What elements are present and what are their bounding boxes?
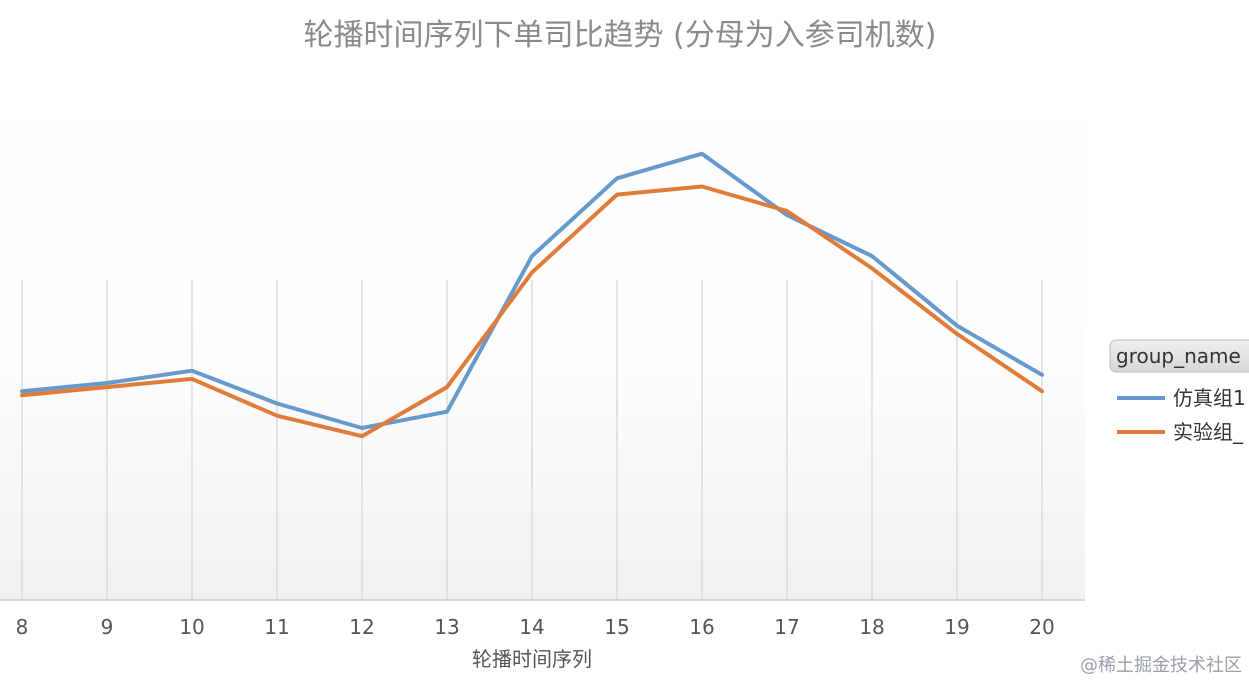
legend-label-2: 实验组_ <box>1173 420 1244 444</box>
x-tick-label: 14 <box>519 615 544 639</box>
legend-label-1: 仿真组1 <box>1173 386 1246 410</box>
legend: group_name 仿真组1 实验组_ <box>1109 339 1249 444</box>
legend-entries: 仿真组1 实验组_ <box>1117 386 1246 444</box>
chart-title: 轮播时间序列下单司比趋势 (分母为入参司机数) <box>304 18 937 53</box>
x-tick-label: 20 <box>1029 615 1054 639</box>
legend-title-box <box>1109 339 1249 373</box>
x-tick-label: 18 <box>859 615 884 639</box>
x-tick-label: 19 <box>944 615 969 639</box>
plot-background <box>0 80 1085 600</box>
x-tick-label: 11 <box>264 615 289 639</box>
x-tick-label: 17 <box>774 615 799 639</box>
x-axis-label: 轮播时间序列 <box>472 647 592 671</box>
x-tick-label: 16 <box>689 615 714 639</box>
x-tick-label: 13 <box>434 615 459 639</box>
x-tick-label: 8 <box>16 615 29 639</box>
watermark: @稀土掘金技术社区 <box>1080 655 1242 676</box>
x-tick-label: 15 <box>604 615 629 639</box>
x-tick-label: 10 <box>179 615 204 639</box>
series-line-1 <box>20 151 1044 430</box>
legend-title: group_name <box>1116 344 1241 368</box>
series-group <box>20 151 1044 439</box>
x-tick-labels: 8 9 10 11 12 13 14 15 16 17 18 19 20 <box>16 615 1055 639</box>
x-tick-label: 12 <box>349 615 374 639</box>
x-tick-label: 9 <box>101 615 114 639</box>
series-line-2 <box>20 184 1044 439</box>
